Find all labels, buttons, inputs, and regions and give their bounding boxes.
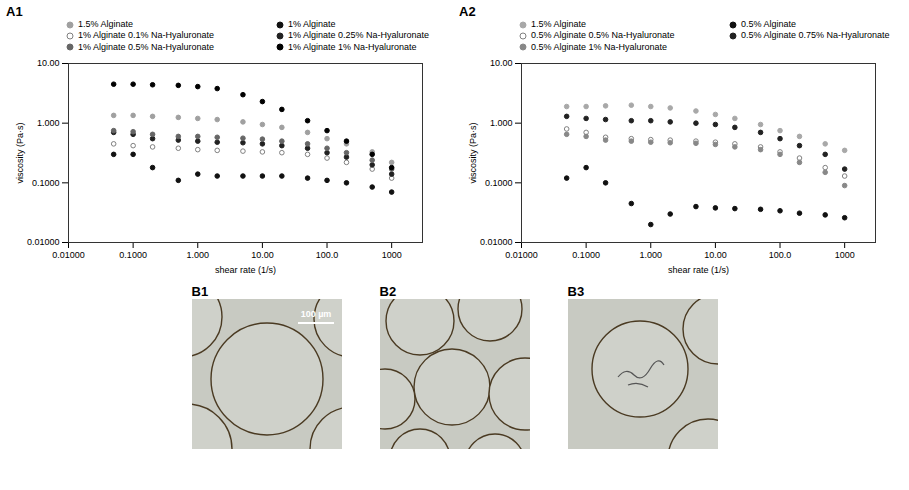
html-text:A1: A1 <box>6 4 23 19</box>
svg-text:0.01000: 0.01000 <box>480 237 513 247</box>
svg-text:0.01000: 0.01000 <box>505 250 538 260</box>
svg-text:0.1000: 0.1000 <box>119 250 147 260</box>
svg-text:1.000: 1.000 <box>186 250 209 260</box>
html-text:1% Alginate: 1% Alginate <box>288 19 336 30</box>
svg-text:shear rate (1/s): shear rate (1/s) <box>215 265 276 275</box>
svg-text:10.00: 10.00 <box>251 250 274 260</box>
svg-text:100.0: 100.0 <box>769 250 792 260</box>
svg-text:10.00: 10.00 <box>490 58 513 68</box>
svg-text:100.0: 100.0 <box>316 250 339 260</box>
html-text:1.5% Alginate: 1.5% Alginate <box>78 19 133 30</box>
svg-text:shear rate (1/s): shear rate (1/s) <box>668 265 729 275</box>
html-text:1% Alginate 0.1% Na-Hyaluronat: 1% Alginate 0.1% Na-Hyaluronate <box>78 30 215 41</box>
html-text:1% Alginate 0.25% Na-Hyalurona: 1% Alginate 0.25% Na-Hyaluronate <box>288 30 430 41</box>
html-text:0.5% Alginate 0.75% Na-Hyaluro: 0.5% Alginate 0.75% Na-Hyaluronate <box>741 30 890 41</box>
html-text:B1: B1 <box>191 284 209 299</box>
svg-text:0.1000: 0.1000 <box>32 178 60 188</box>
svg-text:1000: 1000 <box>382 250 402 260</box>
html-text:0.5% Alginate 0.5% Na-Hyaluron: 0.5% Alginate 0.5% Na-Hyaluronate <box>531 30 675 41</box>
html-text:1% Alginate 0.5% Na-Hyaluronat: 1% Alginate 0.5% Na-Hyaluronate <box>78 41 215 52</box>
html-text:0.5% Alginate: 0.5% Alginate <box>741 19 796 30</box>
svg-text:1.000: 1.000 <box>490 118 513 128</box>
svg-text:0.01000: 0.01000 <box>52 250 85 260</box>
svg-text:1000: 1000 <box>835 250 855 260</box>
html-text:1.5% Alginate: 1.5% Alginate <box>531 19 586 30</box>
html-text:0.5% Alginate 1% Na-Hyaluronat: 0.5% Alginate 1% Na-Hyaluronate <box>531 41 668 52</box>
html-text:A2: A2 <box>459 4 476 19</box>
svg-text:100 µm: 100 µm <box>300 309 331 319</box>
html-text:1% Alginate 1% Na-Hyaluronate: 1% Alginate 1% Na-Hyaluronate <box>288 41 417 52</box>
html-text:B3: B3 <box>567 284 585 299</box>
svg-text:10.00: 10.00 <box>37 58 60 68</box>
html-text:B2: B2 <box>379 284 397 299</box>
svg-text:0.1000: 0.1000 <box>485 178 513 188</box>
svg-text:0.1000: 0.1000 <box>572 250 600 260</box>
svg-text:1.000: 1.000 <box>37 118 60 128</box>
svg-text:1.000: 1.000 <box>639 250 662 260</box>
svg-text:viscosity (Pa·s): viscosity (Pa·s) <box>15 122 25 183</box>
svg-text:viscosity (Pa·s): viscosity (Pa·s) <box>468 122 478 183</box>
svg-text:10.00: 10.00 <box>704 250 727 260</box>
svg-text:0.01000: 0.01000 <box>27 237 60 247</box>
